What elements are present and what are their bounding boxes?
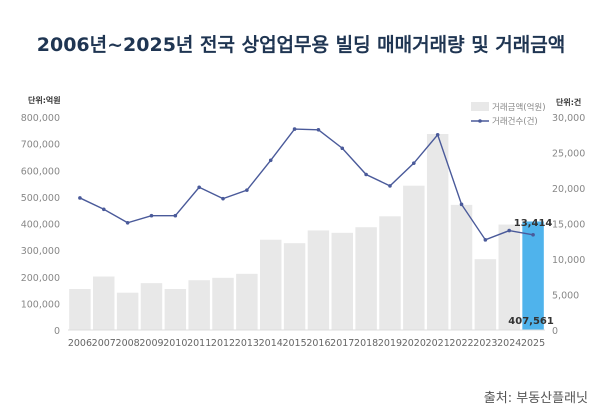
line-point-2010 xyxy=(173,213,178,218)
bar-2025 xyxy=(522,221,544,330)
left-tick-label: 800,000 xyxy=(21,113,60,124)
legend-bar-swatch xyxy=(471,102,489,111)
line-point-2016 xyxy=(316,127,321,132)
bar-2022 xyxy=(450,204,473,330)
line-point-2014 xyxy=(268,158,273,163)
x-tick-label: 2010 xyxy=(163,338,187,349)
chart-title: 2006년~2025년 전국 상업업무용 빌딩 매매거래량 및 거래금액 xyxy=(36,34,566,56)
bar-2021 xyxy=(426,134,449,330)
x-tick-label: 2014 xyxy=(259,338,283,349)
right-tick-label: 0 xyxy=(552,326,558,337)
bar-2018 xyxy=(355,227,377,330)
line-point-2020 xyxy=(412,161,416,165)
left-tick-label: 500,000 xyxy=(21,193,60,204)
bar-2024 xyxy=(498,224,520,330)
x-tick-label: 2008 xyxy=(116,338,140,349)
left-axis-unit: 단위:억원 xyxy=(28,95,61,105)
line-point-2025 xyxy=(531,232,535,237)
legend-bar-label: 거래금액(억원) xyxy=(492,102,546,113)
x-tick-label: 2024 xyxy=(497,338,521,349)
line-point-2018 xyxy=(364,172,368,177)
bar-2006 xyxy=(69,288,91,330)
right-tick-label: 5,000 xyxy=(552,291,579,302)
bar-2013 xyxy=(236,273,258,330)
line-point-2022 xyxy=(459,202,464,207)
bar-2016 xyxy=(307,230,330,330)
line-point-2012 xyxy=(221,196,225,201)
x-tick-label: 2019 xyxy=(378,338,402,349)
x-tick-label: 2012 xyxy=(211,338,235,349)
bar-2010 xyxy=(164,288,187,330)
right-tick-label: 30,000 xyxy=(552,113,585,124)
left-tick-label: 200,000 xyxy=(21,273,60,284)
line-point-2019 xyxy=(388,184,392,188)
left-tick-label: 600,000 xyxy=(21,166,60,177)
bar-2015 xyxy=(283,243,306,330)
x-tick-label: 2022 xyxy=(449,338,473,349)
line-point-2013 xyxy=(245,188,249,192)
line-point-2024 xyxy=(507,228,512,233)
line-point-2023 xyxy=(483,238,488,242)
bar-data-label: 407,561 xyxy=(508,316,554,327)
bar-2023 xyxy=(474,259,497,330)
bar-2012 xyxy=(212,277,234,330)
source-label: 출처: 부동산플래닛 xyxy=(483,391,588,406)
line-series xyxy=(79,128,534,241)
bar-2009 xyxy=(140,283,163,330)
left-tick-label: 400,000 xyxy=(21,220,60,231)
line-point-2021 xyxy=(435,132,440,137)
x-tick-label: 2006 xyxy=(68,338,92,349)
legend-line-label: 거래건수(건) xyxy=(492,116,538,127)
x-tick-label: 2017 xyxy=(330,338,354,349)
line-point-2011 xyxy=(197,185,201,190)
x-tick-label: 2009 xyxy=(139,338,163,349)
bar-2011 xyxy=(188,280,210,330)
line-point-2006 xyxy=(78,196,82,200)
line-point-2008 xyxy=(125,220,130,225)
line-point-2009 xyxy=(149,213,154,218)
line-data-label: 13,414 xyxy=(514,218,553,229)
x-tick-label: 2016 xyxy=(306,338,330,349)
x-tick-label: 2025 xyxy=(521,338,545,349)
line-point-2007 xyxy=(101,207,106,212)
bar-2008 xyxy=(116,292,139,330)
x-tick-label: 2007 xyxy=(92,338,116,349)
left-tick-label: 300,000 xyxy=(21,246,60,257)
left-tick-label: 100,000 xyxy=(21,299,60,310)
right-tick-label: 10,000 xyxy=(552,255,585,266)
bar-2017 xyxy=(331,232,354,330)
line-point-2017 xyxy=(340,146,345,151)
x-tick-label: 2018 xyxy=(354,338,378,349)
bar-2019 xyxy=(379,216,401,330)
bar-2014 xyxy=(259,239,282,330)
x-tick-label: 2013 xyxy=(235,338,259,349)
line-point-2015 xyxy=(292,127,297,131)
left-tick-label: 700,000 xyxy=(21,140,60,151)
right-tick-label: 15,000 xyxy=(552,220,585,231)
right-tick-label: 20,000 xyxy=(552,184,585,195)
chart: 단위:억원 단위:건 0 100,000 200,000 300,000 400,000 50… xyxy=(21,95,586,349)
x-tick-label: 2020 xyxy=(402,338,426,349)
x-tick-label: 2015 xyxy=(282,338,306,349)
left-tick-label: 0 xyxy=(54,326,60,337)
right-axis-unit: 단위:건 xyxy=(556,97,581,107)
bar-2020 xyxy=(403,185,425,330)
bar-2007 xyxy=(93,276,115,330)
x-tick-label: 2023 xyxy=(473,338,497,349)
legend-line-marker xyxy=(478,119,482,123)
x-tick-label: 2021 xyxy=(426,338,450,349)
x-tick-label: 2011 xyxy=(187,338,211,349)
right-tick-label: 25,000 xyxy=(552,149,585,160)
